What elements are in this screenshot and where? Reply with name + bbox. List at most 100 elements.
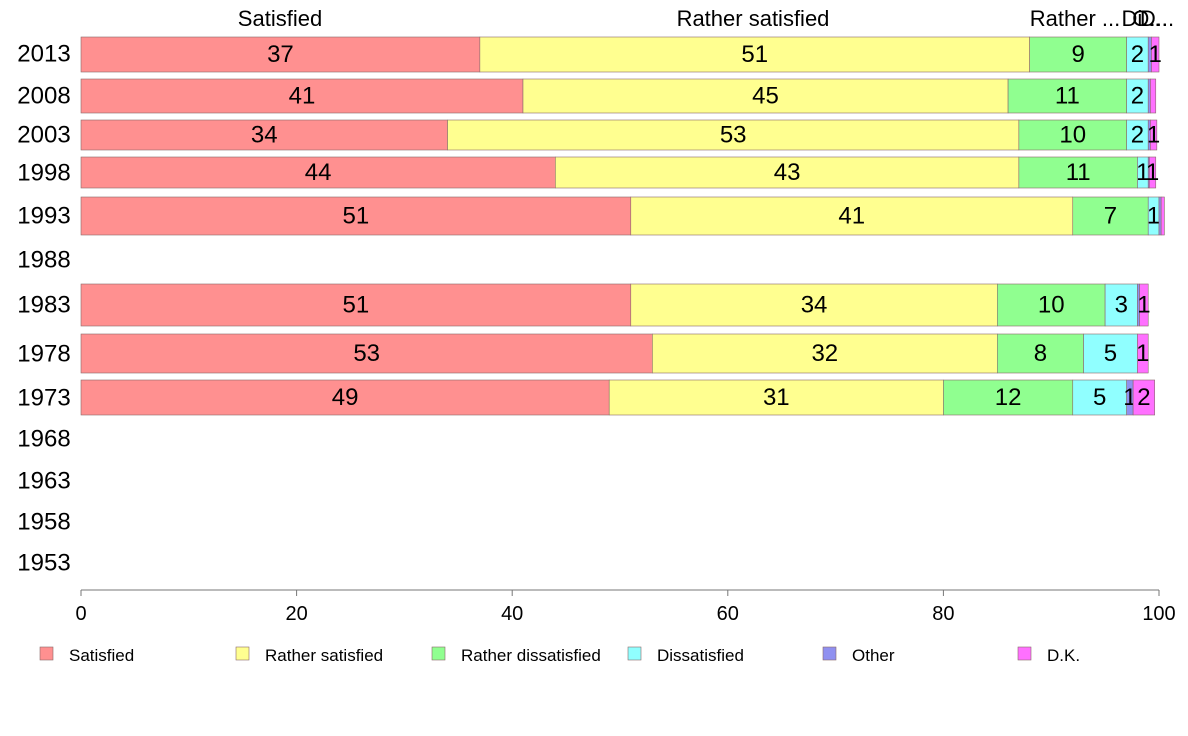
data-label: 49 (332, 384, 359, 411)
bar-segment (1150, 119, 1158, 151)
bar-segment (80, 156, 556, 189)
data-label: 43 (774, 159, 801, 186)
data-label: 2 (1131, 41, 1144, 68)
bar-segment (1018, 119, 1127, 151)
data-label: 41 (838, 203, 865, 230)
data-label: 2 (1131, 83, 1144, 110)
year-label: 1988 (17, 246, 70, 273)
x-tick-label: 80 (932, 603, 954, 625)
data-label: 32 (811, 340, 838, 367)
data-label: 8 (1034, 340, 1047, 367)
bar-segment (80, 196, 632, 236)
data-label: 51 (343, 203, 370, 230)
bar-segment (996, 283, 1106, 327)
bar-segment (1151, 36, 1160, 73)
top-segment-label: Di... (1121, 6, 1160, 31)
data-label: 34 (801, 292, 828, 319)
data-label: 7 (1104, 203, 1117, 230)
bar-segment (80, 36, 481, 73)
legend-swatch (627, 646, 642, 661)
data-label: 10 (1059, 122, 1086, 149)
bar-segment (522, 78, 1009, 114)
x-tick-label: 20 (285, 603, 307, 625)
data-label: 10 (1038, 292, 1065, 319)
bar-segment (943, 379, 1074, 416)
bar-segment (80, 379, 610, 416)
data-label: 2 (1137, 384, 1150, 411)
data-label: 45 (752, 83, 779, 110)
bar-segment (555, 156, 1020, 189)
legend-swatch (39, 646, 54, 661)
bar-segment (1139, 283, 1149, 327)
bar-segment (608, 379, 944, 416)
top-segment-label: Rather satisfied (677, 6, 830, 31)
top-segment-label: Satisfied (238, 6, 322, 31)
data-label: 53 (353, 340, 380, 367)
data-label: 9 (1071, 41, 1084, 68)
bar-segment (80, 283, 632, 327)
top-segment-label: O... (1132, 6, 1167, 31)
x-axis: 0 20 40 60 80 100 (75, 589, 1176, 625)
data-label: 51 (741, 41, 768, 68)
year-labels: 2013 2008 2003 1998 1993 1988 1983 1978 1973 1968… (17, 40, 70, 576)
data-label: 1 (1147, 203, 1160, 230)
x-tick-label: 60 (717, 603, 739, 625)
bar-segment (1104, 283, 1138, 327)
legend-label: Dissatisfied (657, 646, 744, 665)
bar-segment (1160, 196, 1165, 236)
year-label: 1998 (17, 159, 70, 186)
legend-swatch (431, 646, 446, 661)
data-label: 51 (343, 292, 370, 319)
bar-segment (1150, 78, 1157, 114)
data-label: 1 (1149, 41, 1162, 68)
year-label: 1978 (17, 340, 70, 367)
bar-segment (1147, 78, 1151, 114)
bar-segment (1018, 156, 1138, 189)
data-label: 37 (267, 41, 294, 68)
bar-segment (1137, 333, 1149, 374)
year-label: 2008 (17, 82, 70, 109)
data-label: 1 (1136, 159, 1149, 186)
bar-segment (996, 333, 1084, 374)
data-label: 11 (1055, 83, 1080, 110)
data-label: 44 (305, 159, 332, 186)
legend-label: Satisfied (69, 646, 134, 665)
data-label: 1 (1137, 292, 1150, 319)
top-segment-label: Rather ... (1030, 6, 1120, 31)
data-label: 31 (763, 384, 790, 411)
top-segment-label: D... (1140, 6, 1174, 31)
year-label: 1963 (17, 467, 70, 494)
bar-segment (447, 119, 1020, 151)
legend: Satisfied Rather satisfied Rather dissatis… (39, 646, 1080, 665)
year-label: 2003 (17, 121, 70, 148)
data-label: 1 (1136, 340, 1149, 367)
data-label: 11 (1066, 159, 1091, 186)
legend-label: D.K. (1047, 646, 1080, 665)
data-label: 12 (995, 384, 1022, 411)
bar-segment (1132, 379, 1155, 416)
legend-label: Other (852, 646, 895, 665)
year-label: 1983 (17, 291, 70, 318)
top-labels: Satisfied Rather satisfied Rather ... Di...… (238, 6, 1174, 31)
legend-swatch (1017, 646, 1032, 661)
x-tick-label: 40 (501, 603, 523, 625)
bar-segment (1148, 156, 1157, 189)
data-label: 1 (1147, 122, 1160, 149)
legend-label: Rather dissatisfied (461, 646, 601, 665)
bar-segment (630, 196, 1074, 236)
bar-segment (1083, 333, 1138, 374)
data-label: 41 (289, 83, 316, 110)
data-label: 5 (1104, 340, 1117, 367)
year-label: 1968 (17, 425, 70, 452)
x-tick-label: 0 (75, 603, 86, 625)
x-tick-label: 100 (1142, 603, 1175, 625)
data-label: 5 (1093, 384, 1106, 411)
bar-segment (1007, 78, 1127, 114)
year-label: 1993 (17, 202, 70, 229)
data-label: 53 (720, 122, 747, 149)
year-label: 1953 (17, 549, 70, 576)
bar-segment (1072, 379, 1127, 416)
year-label: 2013 (17, 40, 70, 67)
